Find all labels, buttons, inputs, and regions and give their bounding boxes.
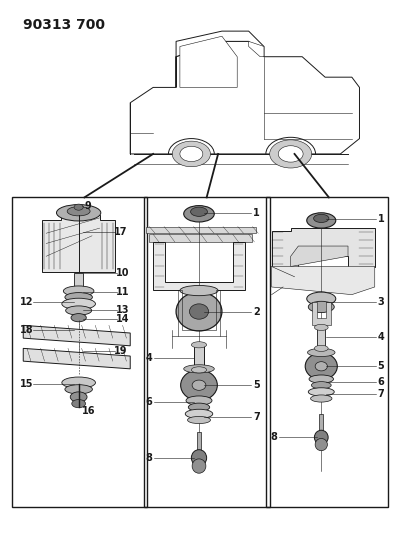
Bar [74,273,83,288]
Text: 10: 10 [116,268,129,278]
Polygon shape [130,42,359,154]
Ellipse shape [191,367,207,373]
Text: 90313 700: 90313 700 [23,18,105,33]
Ellipse shape [191,450,207,466]
Ellipse shape [307,292,336,305]
Ellipse shape [189,304,209,319]
Ellipse shape [278,146,303,162]
Polygon shape [271,228,375,266]
Text: 9: 9 [85,201,92,211]
Ellipse shape [309,375,334,383]
Bar [317,328,326,349]
Ellipse shape [185,409,213,418]
Text: 1: 1 [253,208,259,218]
Text: 15: 15 [20,379,34,389]
Text: 4: 4 [145,352,152,362]
Ellipse shape [187,416,211,424]
Polygon shape [291,246,348,266]
Polygon shape [42,215,115,272]
Ellipse shape [186,396,212,405]
Bar [144,197,270,507]
Polygon shape [176,31,264,87]
Ellipse shape [176,292,222,331]
Ellipse shape [71,313,86,322]
Text: 2: 2 [253,306,259,317]
Ellipse shape [62,298,96,310]
Ellipse shape [192,459,206,473]
Ellipse shape [72,400,86,408]
Text: 8: 8 [270,432,277,442]
Ellipse shape [181,370,217,401]
Text: 16: 16 [82,406,95,416]
Text: 19: 19 [114,346,127,356]
Ellipse shape [57,205,101,221]
Bar [194,345,204,370]
Ellipse shape [184,365,214,373]
Ellipse shape [191,207,207,216]
Ellipse shape [65,293,92,302]
Ellipse shape [314,430,328,445]
Ellipse shape [188,403,210,411]
Ellipse shape [307,213,336,228]
Text: 18: 18 [20,326,34,335]
Ellipse shape [63,286,94,296]
Polygon shape [153,242,245,289]
Text: 8: 8 [145,453,152,463]
Ellipse shape [70,392,87,402]
Text: 11: 11 [116,287,129,297]
Text: 14: 14 [116,314,129,324]
Ellipse shape [308,349,335,357]
Ellipse shape [314,345,328,351]
Text: 7: 7 [377,390,384,399]
Ellipse shape [315,362,328,371]
Polygon shape [271,266,375,295]
Ellipse shape [310,395,332,402]
Ellipse shape [305,353,338,379]
Ellipse shape [191,342,207,348]
Ellipse shape [308,388,334,396]
Text: 7: 7 [253,413,259,423]
Polygon shape [249,42,264,56]
Bar [319,414,323,437]
Ellipse shape [308,301,334,312]
Ellipse shape [315,439,328,451]
Text: 13: 13 [116,305,129,315]
Text: 6: 6 [145,397,152,407]
Text: 12: 12 [20,297,34,308]
Text: 3: 3 [377,297,384,308]
Ellipse shape [62,377,96,388]
Ellipse shape [180,286,218,296]
Text: 5: 5 [377,361,384,372]
Text: 4: 4 [377,332,384,342]
Text: 6: 6 [377,377,384,386]
Text: 1: 1 [377,214,384,224]
Ellipse shape [67,207,90,216]
Ellipse shape [314,324,328,330]
Polygon shape [23,325,130,346]
Polygon shape [146,227,256,233]
Ellipse shape [311,382,331,389]
Bar [197,432,201,457]
Ellipse shape [66,306,92,315]
Polygon shape [180,36,237,87]
Ellipse shape [74,204,83,210]
Polygon shape [23,349,130,369]
Polygon shape [149,235,252,242]
Text: 5: 5 [253,380,259,390]
Ellipse shape [192,380,206,390]
Text: 17: 17 [114,227,127,237]
Polygon shape [312,302,331,325]
Ellipse shape [180,146,203,161]
Bar [266,197,388,507]
Ellipse shape [65,385,92,394]
Bar [12,197,147,507]
Ellipse shape [270,140,312,168]
Ellipse shape [314,214,329,222]
Ellipse shape [172,141,211,167]
Ellipse shape [184,206,214,222]
